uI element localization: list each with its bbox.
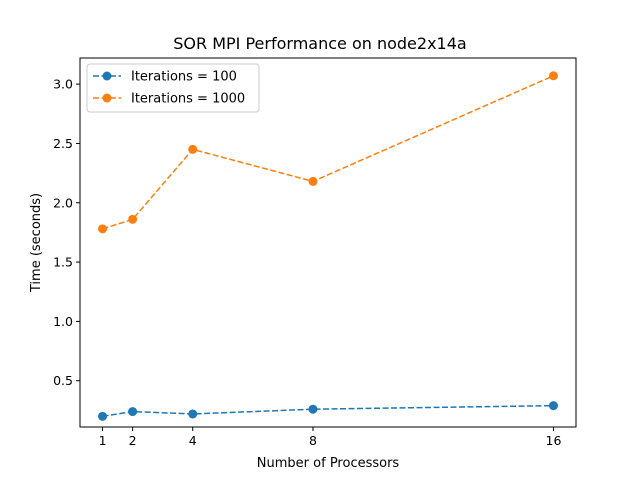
legend-marker-1: [102, 71, 112, 81]
data-point-series-1: [128, 407, 138, 417]
plot-area: [98, 71, 558, 421]
x-tick-label: 2: [129, 433, 137, 448]
legend-box: [86, 63, 260, 113]
series-line-1: [102, 404, 554, 418]
x-tick-label: 16: [546, 433, 562, 448]
x-tick-label: 4: [189, 433, 197, 448]
legend-label-2: Iterations = 1000: [131, 92, 245, 107]
y-tick-label: 0.5: [53, 373, 73, 388]
data-point-series-1: [98, 411, 108, 421]
y-axis: 0.5 1.0 1.5 2.0 2.5 3.0: [53, 77, 80, 388]
x-axis: 1 2 4 8 16: [99, 427, 562, 448]
x-axis-label: Number of Processors: [257, 456, 400, 471]
data-point-series-2: [548, 71, 558, 81]
y-tick-label: 1.5: [53, 255, 73, 270]
y-axis-label: Time (seconds): [29, 193, 44, 293]
data-point-series-1: [548, 401, 558, 411]
axes-frame: [79, 57, 577, 428]
data-point-series-1: [188, 409, 198, 419]
legend-label-1: Iterations = 100: [131, 70, 237, 85]
data-point-series-1: [308, 404, 318, 414]
data-point-series-2: [98, 224, 108, 234]
chart-title: SOR MPI Performance on node2x14a: [173, 34, 466, 53]
y-tick-label: 2.5: [53, 136, 73, 151]
data-point-series-2: [188, 144, 198, 154]
y-tick-label: 1.0: [53, 314, 73, 329]
y-tick-label: 3.0: [53, 77, 73, 92]
x-tick-label: 8: [309, 433, 317, 448]
y-tick-label: 2.0: [53, 195, 73, 210]
legend-marker-2: [102, 93, 112, 103]
x-tick-label: 1: [99, 433, 107, 448]
data-point-series-2: [308, 176, 318, 186]
data-point-series-2: [128, 214, 138, 224]
legend: Iterations = 100 Iterations = 1000: [86, 63, 260, 113]
